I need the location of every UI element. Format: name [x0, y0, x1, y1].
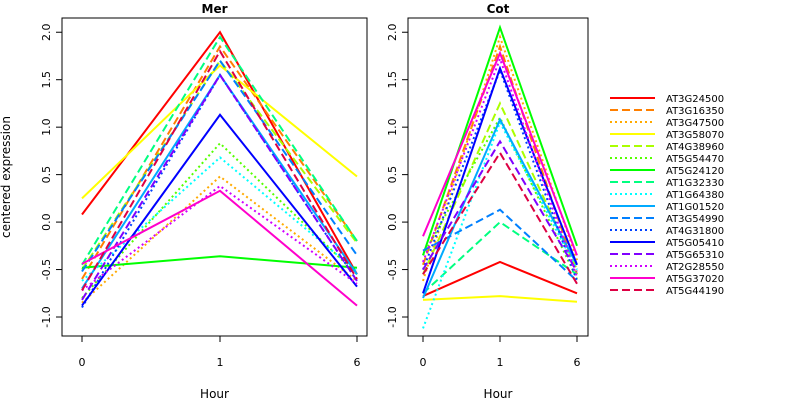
- legend-label: AT2G28550: [666, 262, 724, 273]
- x-tick-label: 1: [217, 356, 224, 369]
- series-line-at3g47500: [81, 175, 358, 304]
- legend-label: AT5G65310: [666, 250, 724, 261]
- series-line-at1g32330: [81, 35, 358, 266]
- y-tick-label: -0.5: [386, 259, 399, 280]
- series-line-at5g05410: [81, 113, 358, 307]
- y-tick-label: 1.0: [386, 118, 399, 136]
- series-line-at5g54470: [422, 115, 578, 280]
- series-line-at5g44190: [81, 49, 358, 291]
- legend-label: AT3G16350: [666, 106, 724, 117]
- series-line-at3g58070: [81, 64, 358, 200]
- y-axis-title: centered expression: [0, 116, 13, 238]
- legend-label: AT3G24500: [666, 94, 724, 105]
- x-axis-title: Hour: [200, 387, 229, 400]
- series-line-at5g65310: [422, 139, 578, 273]
- series-line-at4g31800: [81, 73, 358, 309]
- series-line-at3g54990: [81, 58, 358, 273]
- legend-label: AT5G37020: [666, 274, 724, 285]
- legend-label: AT3G58070: [666, 130, 724, 141]
- y-tick-label: 0.5: [386, 166, 399, 184]
- y-tick-label: -1.0: [40, 306, 53, 327]
- x-tick-label: 1: [497, 356, 504, 369]
- x-axis-title: Hour: [484, 387, 513, 400]
- y-tick-label: 1.5: [40, 71, 53, 89]
- series-line-at3g47500: [422, 33, 578, 282]
- legend-label: AT3G54990: [666, 214, 724, 225]
- x-tick-label: 0: [420, 356, 427, 369]
- series-line-at3g58070: [422, 295, 578, 303]
- series-line-at5g05410: [422, 65, 578, 294]
- series-line-at3g16350: [422, 43, 578, 275]
- legend-label: AT1G64380: [666, 190, 724, 201]
- legend-label: AT5G44190: [666, 286, 724, 297]
- panel-title: Cot: [487, 2, 510, 16]
- series-line-at4g31800: [422, 67, 578, 282]
- series-line-at3g16350: [81, 44, 358, 280]
- legend-label: AT4G31800: [666, 226, 724, 237]
- legend-label: AT4G38960: [666, 142, 724, 153]
- y-tick-label: 0.0: [40, 213, 53, 231]
- y-tick-label: 2.0: [40, 23, 53, 41]
- series-line-at5g24120: [422, 24, 578, 256]
- legend-label: AT3G47500: [666, 118, 724, 129]
- y-tick-label: 2.0: [386, 23, 399, 41]
- y-tick-label: 0.5: [40, 166, 53, 184]
- x-tick-label: 6: [354, 356, 361, 369]
- legend-label: AT5G54470: [666, 154, 724, 165]
- panel-title: Mer: [202, 2, 228, 16]
- series-line-at4g38960: [81, 58, 358, 271]
- series-line-at2g28550: [422, 55, 578, 278]
- y-tick-label: -0.5: [40, 259, 53, 280]
- y-tick-label: -1.0: [386, 306, 399, 327]
- series-line-at1g64380: [422, 119, 578, 329]
- legend-label: AT1G01520: [666, 202, 724, 213]
- plot-frame-0: [61, 17, 368, 337]
- series-line-at2g28550: [81, 184, 358, 292]
- y-tick-label: 1.0: [40, 118, 53, 136]
- legend-label: AT5G05410: [666, 238, 724, 249]
- series-line-at1g01520: [422, 117, 578, 299]
- x-tick-label: 0: [79, 356, 86, 369]
- series-line-at5g65310: [81, 73, 358, 301]
- x-tick-label: 6: [574, 356, 581, 369]
- series-line-at5g37020: [81, 189, 358, 307]
- legend-label: AT1G32330: [666, 178, 724, 189]
- series-line-at5g44190: [422, 150, 578, 285]
- series-line-at5g24120: [81, 255, 358, 269]
- series-line-at3g54990: [422, 208, 578, 282]
- y-tick-label: 1.5: [386, 71, 399, 89]
- y-tick-label: 0.0: [386, 213, 399, 231]
- plot-frame-1: [407, 17, 589, 337]
- series-line-at5g37020: [422, 50, 578, 256]
- legend-label: AT5G24120: [666, 166, 724, 177]
- series-line-at3g24500: [422, 260, 578, 298]
